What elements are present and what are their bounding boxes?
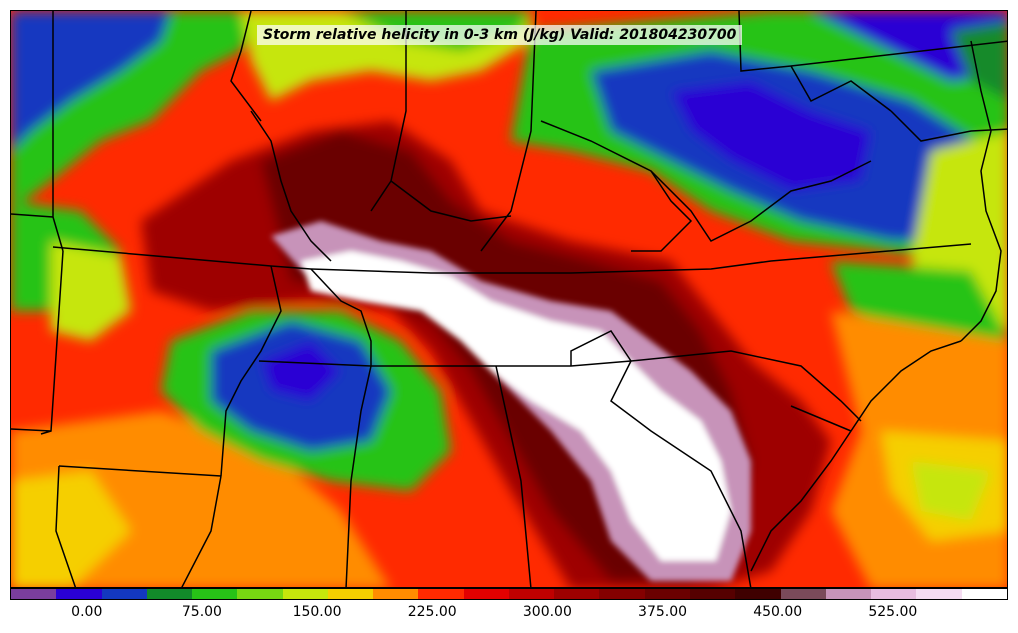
boundary-line <box>790 405 852 432</box>
colorbar-swatch <box>644 589 690 599</box>
field-max-white <box>301 251 731 561</box>
boundary-line <box>790 65 892 112</box>
boundary-line <box>540 120 872 242</box>
boundary-line <box>220 265 282 477</box>
map-title: Storm relative helicity in 0-3 km (J/kg)… <box>257 25 743 45</box>
field-southeast-yellowgreen <box>911 461 991 521</box>
colorbar-swatch <box>825 589 872 599</box>
field-northwest-blue <box>11 11 171 151</box>
boundary-line <box>570 330 632 366</box>
field-southwest-yellow <box>11 471 131 587</box>
boundary-line <box>258 350 862 422</box>
colorbar-swatch <box>373 589 419 599</box>
colorbar-tick-label: 375.00 <box>638 604 688 620</box>
colorbar-swatch <box>463 589 509 599</box>
helicity-maximum <box>271 221 751 581</box>
colorbar-tick-label: 525.00 <box>868 604 918 620</box>
boundary-line <box>480 11 537 252</box>
field-appalachian-deepblue <box>671 81 871 191</box>
colorbar-swatch <box>282 589 328 599</box>
colorbar-swatch <box>11 589 57 599</box>
colorbar-swatch <box>554 589 600 599</box>
boundary-line <box>631 170 693 252</box>
colorbar-swatch <box>871 589 917 599</box>
colorbar-swatch <box>508 589 555 599</box>
colorbar-swatch <box>735 589 781 599</box>
colorbar-tick-label: 450.00 <box>753 604 803 620</box>
boundary-line <box>11 213 54 218</box>
boundary-line <box>52 11 64 252</box>
colorbar-swatch <box>961 589 1007 599</box>
colorbar-swatch <box>192 589 238 599</box>
field-east-green <box>831 261 1007 341</box>
colorbar-tick-label: 150.00 <box>292 604 342 620</box>
boundary-line <box>181 475 222 587</box>
colorbar-swatch <box>237 589 283 599</box>
boundary-line <box>250 110 332 262</box>
colorbar-tick-label: 300.00 <box>522 604 572 620</box>
colorbar-tick-label: 225.00 <box>407 604 457 620</box>
boundary-line <box>960 40 1002 342</box>
boundary-line <box>495 365 532 587</box>
helicity-map <box>11 11 1007 587</box>
colorbar-swatch <box>327 589 374 599</box>
boundary-line <box>370 11 407 212</box>
colorbar-swatch <box>56 589 102 599</box>
colorbar-swatch <box>689 589 736 599</box>
colorbar-swatch <box>780 589 826 599</box>
boundary-line <box>345 365 372 587</box>
boundary-line <box>390 180 512 222</box>
colorbar-swatch <box>599 589 645 599</box>
field-west-yellowgreen <box>51 241 131 341</box>
boundary-line <box>230 11 262 122</box>
boundary-line <box>310 243 972 274</box>
map-panel: Storm relative helicity in 0-3 km (J/kg)… <box>10 10 1008 588</box>
boundary-line <box>610 360 752 587</box>
colorbar-swatch <box>146 589 193 599</box>
boundary-line <box>310 268 372 366</box>
field-northeast-darkgreen <box>951 21 1007 100</box>
colorbar <box>10 588 1008 600</box>
colorbar-swatch <box>101 589 147 599</box>
colorbar-labels: 0.00 75.00 150.00 225.00 300.00 375.00 450.00 5… <box>10 601 1008 625</box>
field-northeast-blue <box>811 11 1007 81</box>
field-southwest-deepblue <box>261 341 341 401</box>
boundary-line <box>55 465 77 587</box>
colorbar-tick-label: 75.00 <box>181 604 222 620</box>
colorbar-swatch <box>916 589 962 599</box>
boundary-line <box>11 428 52 432</box>
colorbar-swatch <box>418 589 464 599</box>
state-boundaries <box>11 11 1007 587</box>
colorbar-tick-label: 0.00 <box>71 604 103 620</box>
boundary-line <box>58 465 222 477</box>
